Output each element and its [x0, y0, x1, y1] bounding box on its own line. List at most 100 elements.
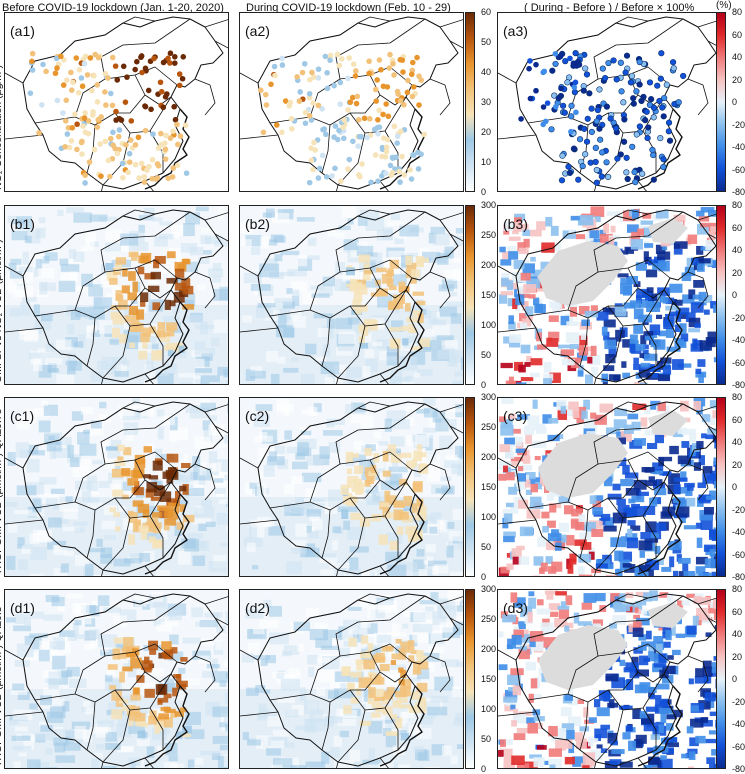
colorbar-tick-label: 300 [481, 200, 496, 210]
colorbar-tick-label: 0 [481, 572, 486, 582]
colorbar-tick-label: 0 [481, 380, 486, 390]
colorbar-tick-label: 20 [732, 460, 742, 470]
map-graphic [240, 398, 464, 577]
change-colorbar-3 [716, 397, 726, 577]
map-graphic [5, 13, 229, 192]
colorbar-tick-label: -60 [732, 550, 745, 560]
concentration-colorbar-2 [465, 205, 475, 385]
panel-label: (d2) [245, 600, 270, 616]
colorbar-tick-label: 0 [481, 187, 486, 197]
colorbar-tick-label: 60 [732, 30, 742, 40]
colorbar-tick-label: 300 [481, 584, 496, 594]
colorbar-tick-label: -20 [732, 120, 745, 130]
map-panel-c2: (c2) [239, 397, 464, 577]
colorbar-tick-label: 10 [481, 157, 491, 167]
colorbar-tick-label: 50 [481, 37, 491, 47]
colorbar-tick-label: 250 [481, 614, 496, 624]
colorbar-tick-label: 0 [732, 674, 737, 684]
concentration-colorbar-4 [465, 589, 475, 769]
colorbar-tick-label: -20 [732, 505, 745, 515]
colorbar-tick-label: -80 [732, 572, 745, 582]
colorbar-tick-label: 100 [481, 512, 496, 522]
map-panel-d1: (d1) [4, 589, 229, 769]
panel-label: (a2) [245, 23, 270, 39]
colorbar-tick-label: 40 [481, 67, 491, 77]
colorbar-tick-label: 60 [732, 223, 742, 233]
concentration-colorbar-1 [465, 12, 475, 192]
map-graphic [498, 13, 722, 192]
panel-label: (b2) [245, 216, 270, 232]
panel-label: (b3) [503, 216, 528, 232]
colorbar-tick-label: 80 [732, 7, 742, 17]
map-panel-c1: (c1) [4, 397, 229, 577]
colorbar-tick-label: 100 [481, 320, 496, 330]
colorbar-tick-label: 0 [732, 290, 737, 300]
colorbar-tick-label: 150 [481, 674, 496, 684]
map-graphic [498, 206, 722, 385]
colorbar-tick-label: 80 [732, 392, 742, 402]
panel-label: (b1) [10, 216, 35, 232]
panel-label: (c1) [10, 408, 34, 424]
map-graphic [240, 206, 464, 385]
map-graphic [5, 590, 229, 769]
colorbar-tick-label: 80 [732, 200, 742, 210]
concentration-colorbar-3 [465, 397, 475, 577]
colorbar-tick-label: 20 [481, 127, 491, 137]
colorbar-tick-label: -40 [732, 527, 745, 537]
map-panel-a1: (a1) [4, 12, 229, 192]
map-graphic [5, 206, 229, 385]
colorbar-tick-label: 200 [481, 644, 496, 654]
panel-label: (a1) [10, 23, 35, 39]
colorbar-tick-label: -60 [732, 358, 745, 368]
panel-label: (d3) [503, 600, 528, 616]
colorbar-tick-label: 40 [732, 52, 742, 62]
colorbar-tick-label: 150 [481, 290, 496, 300]
colorbar-tick-label: 60 [732, 607, 742, 617]
map-graphic [498, 398, 722, 577]
colorbar-tick-label: -40 [732, 142, 745, 152]
change-colorbar-4 [716, 589, 726, 769]
panel-label: (a3) [503, 23, 528, 39]
colorbar-tick-label: 60 [481, 7, 491, 17]
colorbar-tick-label: -20 [732, 313, 745, 323]
colorbar-tick-label: 250 [481, 230, 496, 240]
colorbar-tick-label: -80 [732, 380, 745, 390]
map-panel-b1: (b1) [4, 205, 229, 385]
change-colorbar-1 [716, 12, 726, 192]
map-panel-b3: (b3) [497, 205, 722, 385]
colorbar-tick-label: 40 [732, 437, 742, 447]
panel-label: (d1) [10, 600, 35, 616]
colorbar-tick-label: 50 [481, 734, 491, 744]
colorbar-tick-label: 100 [481, 704, 496, 714]
map-graphic [5, 398, 229, 577]
map-panel-b2: (b2) [239, 205, 464, 385]
colorbar-tick-label: 0 [732, 482, 737, 492]
change-colorbar-2 [716, 205, 726, 385]
colorbar-tick-label: 20 [732, 75, 742, 85]
colorbar-tick-label: -80 [732, 187, 745, 197]
colorbar-tick-label: 50 [481, 350, 491, 360]
colorbar-tick-label: -60 [732, 165, 745, 175]
colorbar-tick-label: 0 [732, 97, 737, 107]
map-panel-d3: (d3) [497, 589, 722, 769]
map-graphic [498, 590, 722, 769]
colorbar-tick-label: 20 [732, 268, 742, 278]
colorbar-tick-label: 40 [732, 245, 742, 255]
colorbar-tick-label: -40 [732, 335, 745, 345]
colorbar-tick-label: 40 [732, 629, 742, 639]
colorbar-tick-label: 250 [481, 422, 496, 432]
map-panel-c3: (c3) [497, 397, 722, 577]
map-graphic [240, 13, 464, 192]
panel-label: (c3) [503, 408, 527, 424]
colorbar-tick-label: -40 [732, 719, 745, 729]
colorbar-tick-label: 30 [481, 97, 491, 107]
map-panel-d2: (d2) [239, 589, 464, 769]
colorbar-tick-label: 50 [481, 542, 491, 552]
panel-label: (c2) [245, 408, 269, 424]
map-graphic [240, 590, 464, 769]
colorbar-tick-label: 60 [732, 415, 742, 425]
map-panel-a3: (a3) [497, 12, 722, 192]
colorbar-tick-label: 200 [481, 452, 496, 462]
colorbar-tick-label: 80 [732, 584, 742, 594]
colorbar-tick-label: -20 [732, 697, 745, 707]
